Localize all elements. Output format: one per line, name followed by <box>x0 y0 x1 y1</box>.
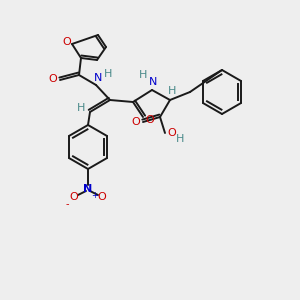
Text: O: O <box>63 37 71 47</box>
Text: O: O <box>146 115 154 125</box>
Text: -: - <box>65 199 69 209</box>
Text: O: O <box>49 74 57 84</box>
Text: H: H <box>176 134 184 144</box>
Text: O: O <box>132 117 140 127</box>
Text: +: + <box>92 191 98 200</box>
Text: N: N <box>83 184 93 194</box>
Text: N: N <box>149 77 157 87</box>
Text: O: O <box>70 192 78 202</box>
Text: O: O <box>168 128 176 138</box>
Text: O: O <box>98 192 106 202</box>
Text: N: N <box>94 73 102 83</box>
Text: H: H <box>139 70 147 80</box>
Text: H: H <box>77 103 85 113</box>
Text: H: H <box>168 86 176 96</box>
Text: H: H <box>104 69 112 79</box>
